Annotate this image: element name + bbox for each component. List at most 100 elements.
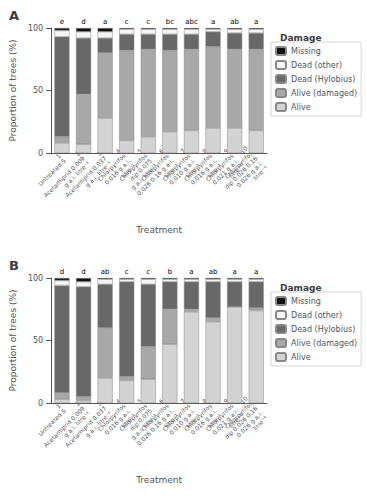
svg-text:6: 6 — [157, 147, 165, 155]
svg-text:g a.i. litre⁻¹: g a.i. litre⁻¹ — [83, 159, 113, 189]
svg-text:0.026 g a.i.: 0.026 g a.i. — [234, 159, 264, 189]
svg-text:Missing: Missing — [291, 47, 321, 56]
svg-text:Acetamiprid 0.037: Acetamiprid 0.037 — [63, 404, 108, 449]
svg-text:Alive (damaged): Alive (damaged) — [291, 89, 357, 98]
svg-text:Treatment: Treatment — [135, 475, 182, 485]
svg-text:5: 5 — [135, 147, 144, 155]
svg-text:3: 3 — [95, 149, 103, 158]
svg-text:a: a — [189, 268, 193, 276]
svg-text:Alive: Alive — [291, 353, 311, 362]
svg-text:ab: ab — [101, 268, 110, 276]
svg-text:a: a — [254, 268, 258, 276]
svg-text:4: 4 — [114, 147, 122, 155]
svg-text:Chlorpyrifos: Chlorpyrifos — [204, 152, 235, 183]
svg-text:0: 0 — [38, 399, 43, 408]
svg-text:Untreated S: Untreated S — [36, 407, 67, 438]
svg-text:Chlorpyrifos: Chlorpyrifos — [223, 149, 254, 181]
svg-text:Dead (Hylobius): Dead (Hylobius) — [291, 325, 355, 334]
svg-text:B: B — [9, 258, 19, 273]
svg-text:Damage: Damage — [280, 283, 322, 293]
svg-text:litre⁻¹: litre⁻¹ — [251, 164, 269, 182]
svg-text:g a.i. litre⁻¹: g a.i. litre⁻¹ — [83, 409, 113, 439]
svg-text:4: 4 — [114, 397, 122, 405]
svg-text:100: 100 — [28, 24, 43, 33]
svg-text:9: 9 — [222, 147, 230, 155]
svg-text:0: 0 — [38, 149, 43, 158]
svg-text:Chlorpyrifos: Chlorpyrifos — [161, 402, 192, 433]
svg-text:0.016 g a.i.: 0.016 g a.i. — [102, 407, 132, 436]
svg-text:Alive (damaged): Alive (damaged) — [291, 339, 357, 348]
svg-text:e: e — [60, 18, 64, 26]
svg-text:50: 50 — [33, 86, 43, 95]
svg-text:litre⁻¹: litre⁻¹ — [251, 414, 269, 432]
svg-text:d: d — [60, 268, 64, 276]
svg-text:Chlorpyrifos: Chlorpyrifos — [223, 399, 254, 431]
svg-text:Chlorpyrifos: Chlorpyrifos — [96, 152, 127, 183]
svg-text:abc: abc — [185, 18, 198, 26]
svg-text:Damage: Damage — [280, 33, 322, 43]
svg-text:g a.i. litre⁻¹: g a.i. litre⁻¹ — [62, 159, 91, 189]
svg-text:0.010 g a.i.: 0.010 g a.i. — [167, 157, 197, 186]
svg-text:Acetamiprid 0.009: Acetamiprid 0.009 — [42, 404, 86, 449]
svg-text:Dead (Hylobius): Dead (Hylobius) — [291, 75, 355, 84]
svg-text:2: 2 — [73, 399, 82, 408]
svg-text:0.016 g a.i.: 0.016 g a.i. — [102, 157, 132, 186]
svg-text:100: 100 — [28, 274, 43, 283]
svg-text:a: a — [232, 268, 236, 276]
svg-text:Acetamiprid 0.037: Acetamiprid 0.037 — [63, 154, 108, 199]
svg-text:dip 0.075: dip 0.075 — [128, 157, 154, 182]
svg-text:7: 7 — [178, 147, 187, 155]
svg-text:0.016 g a.i.: 0.016 g a.i. — [189, 407, 218, 436]
svg-text:Chlorpyrifos: Chlorpyrifos — [96, 402, 127, 433]
svg-text:d: d — [81, 18, 85, 26]
svg-text:50: 50 — [33, 336, 43, 345]
svg-text:6: 6 — [157, 397, 165, 405]
svg-text:0.010 g a.i.: 0.010 g a.i. — [167, 407, 197, 436]
svg-text:2: 2 — [73, 149, 82, 158]
svg-text:d: d — [81, 268, 85, 276]
svg-text:Treatment: Treatment — [135, 225, 182, 235]
svg-text:c: c — [146, 268, 150, 276]
svg-text:Chlorpyrifos: Chlorpyrifos — [161, 152, 192, 183]
svg-text:dip 0.026 0.16: dip 0.026 0.16 — [223, 404, 259, 441]
svg-text:Chlorpyrifos: Chlorpyrifos — [139, 152, 170, 183]
svg-text:Dead (other): Dead (other) — [291, 61, 342, 70]
svg-text:bc: bc — [166, 18, 174, 26]
svg-text:Proportion of trees (%): Proportion of trees (%) — [8, 39, 18, 141]
svg-text:Acetamiprid 0.009: Acetamiprid 0.009 — [42, 154, 86, 199]
svg-text:Chlorpyrifos: Chlorpyrifos — [204, 402, 235, 433]
svg-text:Chlorpyrifos: Chlorpyrifos — [117, 152, 149, 183]
svg-text:0.026 0.16 g a.i.: 0.026 0.16 g a.i. — [135, 157, 175, 197]
svg-text:3: 3 — [95, 399, 103, 408]
svg-text:a: a — [211, 18, 215, 26]
svg-text:dip 0.075: dip 0.075 — [128, 407, 154, 432]
svg-text:0.026 0.16 g a.i.: 0.026 0.16 g a.i. — [135, 407, 175, 447]
svg-text:a: a — [103, 18, 107, 26]
svg-text:ab: ab — [230, 18, 239, 26]
svg-text:Chlorpyrifos: Chlorpyrifos — [182, 152, 213, 183]
svg-text:8: 8 — [200, 147, 209, 155]
svg-text:1: 1 — [54, 152, 62, 160]
svg-text:Missing: Missing — [291, 297, 321, 306]
svg-text:Alive: Alive — [291, 103, 311, 112]
svg-text:b: b — [168, 268, 173, 276]
svg-text:0.026 g a.i.: 0.026 g a.i. — [234, 409, 264, 439]
svg-text:0.016 g a.i.: 0.016 g a.i. — [189, 157, 218, 186]
svg-text:5: 5 — [135, 397, 144, 405]
svg-text:ab: ab — [209, 268, 218, 276]
svg-text:c: c — [146, 18, 150, 26]
svg-text:Proportion of trees (%): Proportion of trees (%) — [8, 289, 18, 391]
svg-text:7: 7 — [178, 397, 187, 405]
svg-text:c: c — [125, 18, 129, 26]
svg-text:dip 0.026 0.16: dip 0.026 0.16 — [223, 154, 259, 191]
svg-text:1: 1 — [54, 402, 62, 410]
svg-text:Chlorpyrifos: Chlorpyrifos — [139, 402, 170, 433]
svg-text:a: a — [254, 18, 258, 26]
svg-text:Untreated S: Untreated S — [36, 157, 67, 188]
svg-text:c: c — [125, 268, 129, 276]
svg-text:Chlorpyrifos: Chlorpyrifos — [182, 402, 213, 433]
svg-text:Dead (other): Dead (other) — [291, 311, 342, 320]
svg-text:Chlorpyrifos: Chlorpyrifos — [117, 402, 149, 433]
svg-text:g a.i. litre⁻¹: g a.i. litre⁻¹ — [62, 409, 91, 439]
svg-text:A: A — [9, 8, 19, 23]
